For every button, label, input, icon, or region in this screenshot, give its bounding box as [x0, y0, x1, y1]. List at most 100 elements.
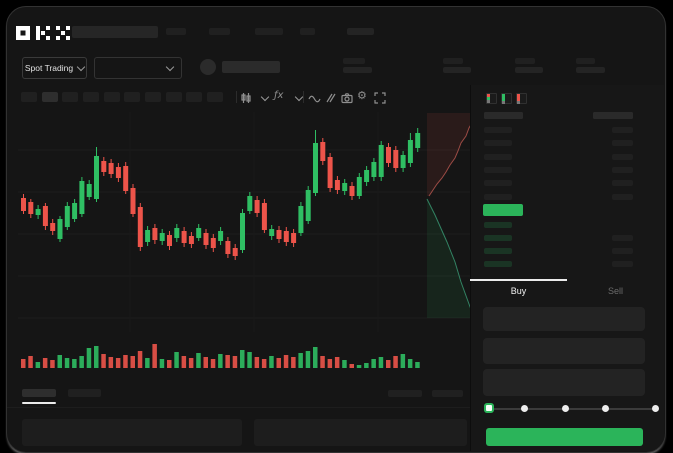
timeframe-button[interactable]: [21, 92, 37, 102]
section-divider: [7, 407, 470, 408]
volume-bar: [349, 364, 354, 368]
tab-buy[interactable]: Buy: [470, 279, 567, 301]
volume-bar: [174, 352, 179, 368]
icon-line: [502, 101, 505, 102]
candle-body: [371, 162, 377, 177]
draw-wave-icon[interactable]: [308, 91, 321, 109]
trade-tabbar: Buy Sell: [470, 279, 664, 301]
coin-avatar: [200, 59, 216, 75]
volume-bar: [196, 353, 201, 368]
icon-line: [517, 102, 520, 103]
book-asks-icon[interactable]: [516, 93, 527, 104]
icon-line: [487, 102, 490, 103]
timeframe-button[interactable]: [166, 92, 182, 102]
icon-line: [502, 102, 505, 103]
ask-price-placeholder: [484, 166, 512, 173]
nav-item-placeholder[interactable]: [166, 28, 186, 35]
ask-price-placeholder: [484, 140, 512, 147]
orders-link-placeholder[interactable]: [432, 390, 463, 397]
candle-body: [349, 186, 355, 196]
bid-price-placeholder: [484, 261, 512, 267]
timeframe-button[interactable]: [83, 92, 99, 102]
camera-icon[interactable]: [341, 91, 353, 109]
volume-bar: [225, 355, 230, 368]
tab-sell[interactable]: Sell: [607, 286, 623, 296]
icon-line: [487, 101, 490, 102]
candle-body: [159, 233, 165, 241]
settings-gear-icon[interactable]: ⚙: [357, 89, 367, 102]
candle-body: [313, 143, 318, 193]
search-input[interactable]: [72, 26, 158, 38]
candle-body: [64, 206, 70, 227]
ask-price-placeholder: [484, 180, 512, 187]
slider-stop[interactable]: [601, 405, 609, 412]
candle-body: [42, 206, 48, 226]
buy-submit-button[interactable]: [486, 428, 643, 446]
market-type-dropdown[interactable]: Spot Trading: [22, 57, 87, 79]
slider-stop[interactable]: [520, 405, 528, 412]
candle-body: [232, 248, 238, 256]
trade-input-placeholder[interactable]: [483, 307, 645, 331]
volume-bar: [254, 357, 260, 368]
candle-body: [247, 196, 253, 211]
stat-value-placeholder: [576, 67, 605, 73]
timeframe-button[interactable]: [186, 92, 202, 102]
timeframe-button[interactable]: [104, 92, 120, 102]
trade-input-placeholder[interactable]: [483, 369, 645, 396]
volume-bar: [159, 359, 165, 368]
depth-asks-area: [427, 113, 478, 196]
indicators-chevron-icon[interactable]: [291, 89, 304, 107]
slider-stop[interactable]: [651, 405, 659, 412]
ask-price-placeholder: [484, 153, 512, 160]
volume-bar: [115, 358, 121, 368]
volume-bar: [378, 357, 384, 368]
amount-slider[interactable]: [489, 408, 655, 410]
book-both-icon[interactable]: [486, 93, 497, 104]
app-window: Spot Trading ƒx ⚙: [6, 6, 666, 453]
timeframe-button[interactable]: [62, 92, 78, 102]
book-bids-icon[interactable]: [501, 93, 512, 104]
timeframe-button[interactable]: [124, 92, 140, 102]
fullscreen-icon[interactable]: [374, 91, 386, 109]
volume-bar: [57, 355, 62, 368]
slider-handle[interactable]: [484, 403, 494, 413]
nav-item-placeholder[interactable]: [209, 28, 230, 35]
ask-amount-placeholder: [612, 193, 633, 200]
volume-bar: [313, 347, 318, 368]
volume-bar: [145, 358, 150, 368]
indicators-fx-icon[interactable]: ƒx: [274, 90, 284, 101]
timeframe-button[interactable]: [145, 92, 161, 102]
orders-tab[interactable]: [22, 389, 56, 397]
volume-bar: [130, 356, 135, 368]
nav-item-placeholder[interactable]: [255, 28, 283, 35]
draw-diagonal-icon[interactable]: [325, 91, 337, 109]
candle-body: [167, 235, 172, 246]
volume-bar: [240, 350, 245, 368]
candle-body: [218, 231, 224, 241]
market-type-label: Spot Trading: [24, 63, 74, 73]
bid-amount-placeholder: [612, 248, 633, 254]
okx-logo-icon[interactable]: [16, 26, 70, 40]
chart-type-candles-icon[interactable]: [240, 91, 252, 109]
nav-item-placeholder[interactable]: [300, 28, 315, 35]
slider-stop[interactable]: [561, 405, 569, 412]
candle-body: [386, 147, 391, 163]
icon-line: [517, 101, 520, 102]
candlestick-chart[interactable]: [14, 108, 480, 378]
last-price-bar[interactable]: [483, 204, 523, 216]
volume-bar: [291, 357, 296, 368]
icon-part: [517, 94, 520, 101]
top-nav-right-item[interactable]: [347, 28, 374, 35]
volume-bar: [167, 360, 172, 368]
trade-input-placeholder[interactable]: [483, 338, 645, 364]
orders-link-placeholder[interactable]: [388, 390, 422, 397]
candle-body: [188, 236, 194, 244]
chart-type-chevron-icon[interactable]: [257, 89, 270, 107]
timeframe-button[interactable]: [207, 92, 223, 102]
volume-bar: [356, 365, 362, 368]
timeframe-button[interactable]: [42, 92, 58, 102]
pair-dropdown[interactable]: [94, 57, 182, 79]
orders-tab[interactable]: [68, 389, 101, 397]
ask-amount-placeholder: [612, 140, 633, 147]
volume-bar: [342, 360, 347, 368]
